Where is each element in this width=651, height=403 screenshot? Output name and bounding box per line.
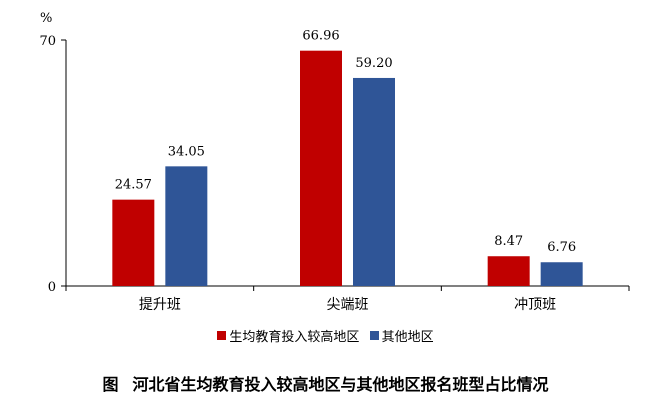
x-category-label: 尖端班 <box>327 297 369 313</box>
bar-chart: 0 70% 24.57 34.05 提升班 66.96 59.20 尖端班 8.47 6.76 冲… <box>39 11 630 313</box>
figure-caption-title: 河北省生均教育投入较高地区与其他地区报名班型占比情况 <box>132 375 549 394</box>
chart-legend: 生均教育投入较高地区 其他地区 <box>0 326 651 345</box>
chart-labels: 24.57 34.05 提升班 66.96 59.20 尖端班 8.47 6.76 冲顶班 <box>115 29 576 313</box>
bar-1-1 <box>112 199 155 286</box>
legend-swatch-series-2 <box>369 331 379 340</box>
bar-1-2 <box>300 50 342 287</box>
legend-item-series-1: 生均教育投入较高地区 <box>217 326 359 345</box>
figure-caption-prefix: 图 <box>102 375 119 394</box>
value-label: 8.47 <box>494 234 523 249</box>
bar-2-3 <box>540 262 583 286</box>
legend-swatch-series-1 <box>217 331 227 340</box>
legend-item-series-2: 其他地区 <box>369 326 434 345</box>
figure-caption: 图河北省生均教育投入较高地区与其他地区报名班型占比情况 <box>0 371 651 395</box>
bar-1-3 <box>487 256 530 286</box>
legend-label-series-2: 其他地区 <box>381 330 434 345</box>
value-label: 66.96 <box>302 29 339 44</box>
value-label: 6.76 <box>547 240 576 255</box>
y-tick-label: 70 <box>39 34 56 49</box>
legend-label-series-1: 生均教育投入较高地区 <box>229 330 360 345</box>
x-category-label: 提升班 <box>139 297 181 313</box>
bar-2-2 <box>353 77 395 286</box>
x-category-label: 冲顶班 <box>514 297 556 313</box>
bar-2-1 <box>165 166 208 286</box>
y-axis-unit: % <box>40 11 52 26</box>
value-label: 59.20 <box>355 56 392 71</box>
y-tick-label: 0 <box>48 280 56 295</box>
value-label: 24.57 <box>115 178 152 193</box>
value-label: 34.05 <box>168 144 205 159</box>
chart-axes: 0 70% <box>39 11 630 295</box>
chart-bars <box>112 50 583 287</box>
